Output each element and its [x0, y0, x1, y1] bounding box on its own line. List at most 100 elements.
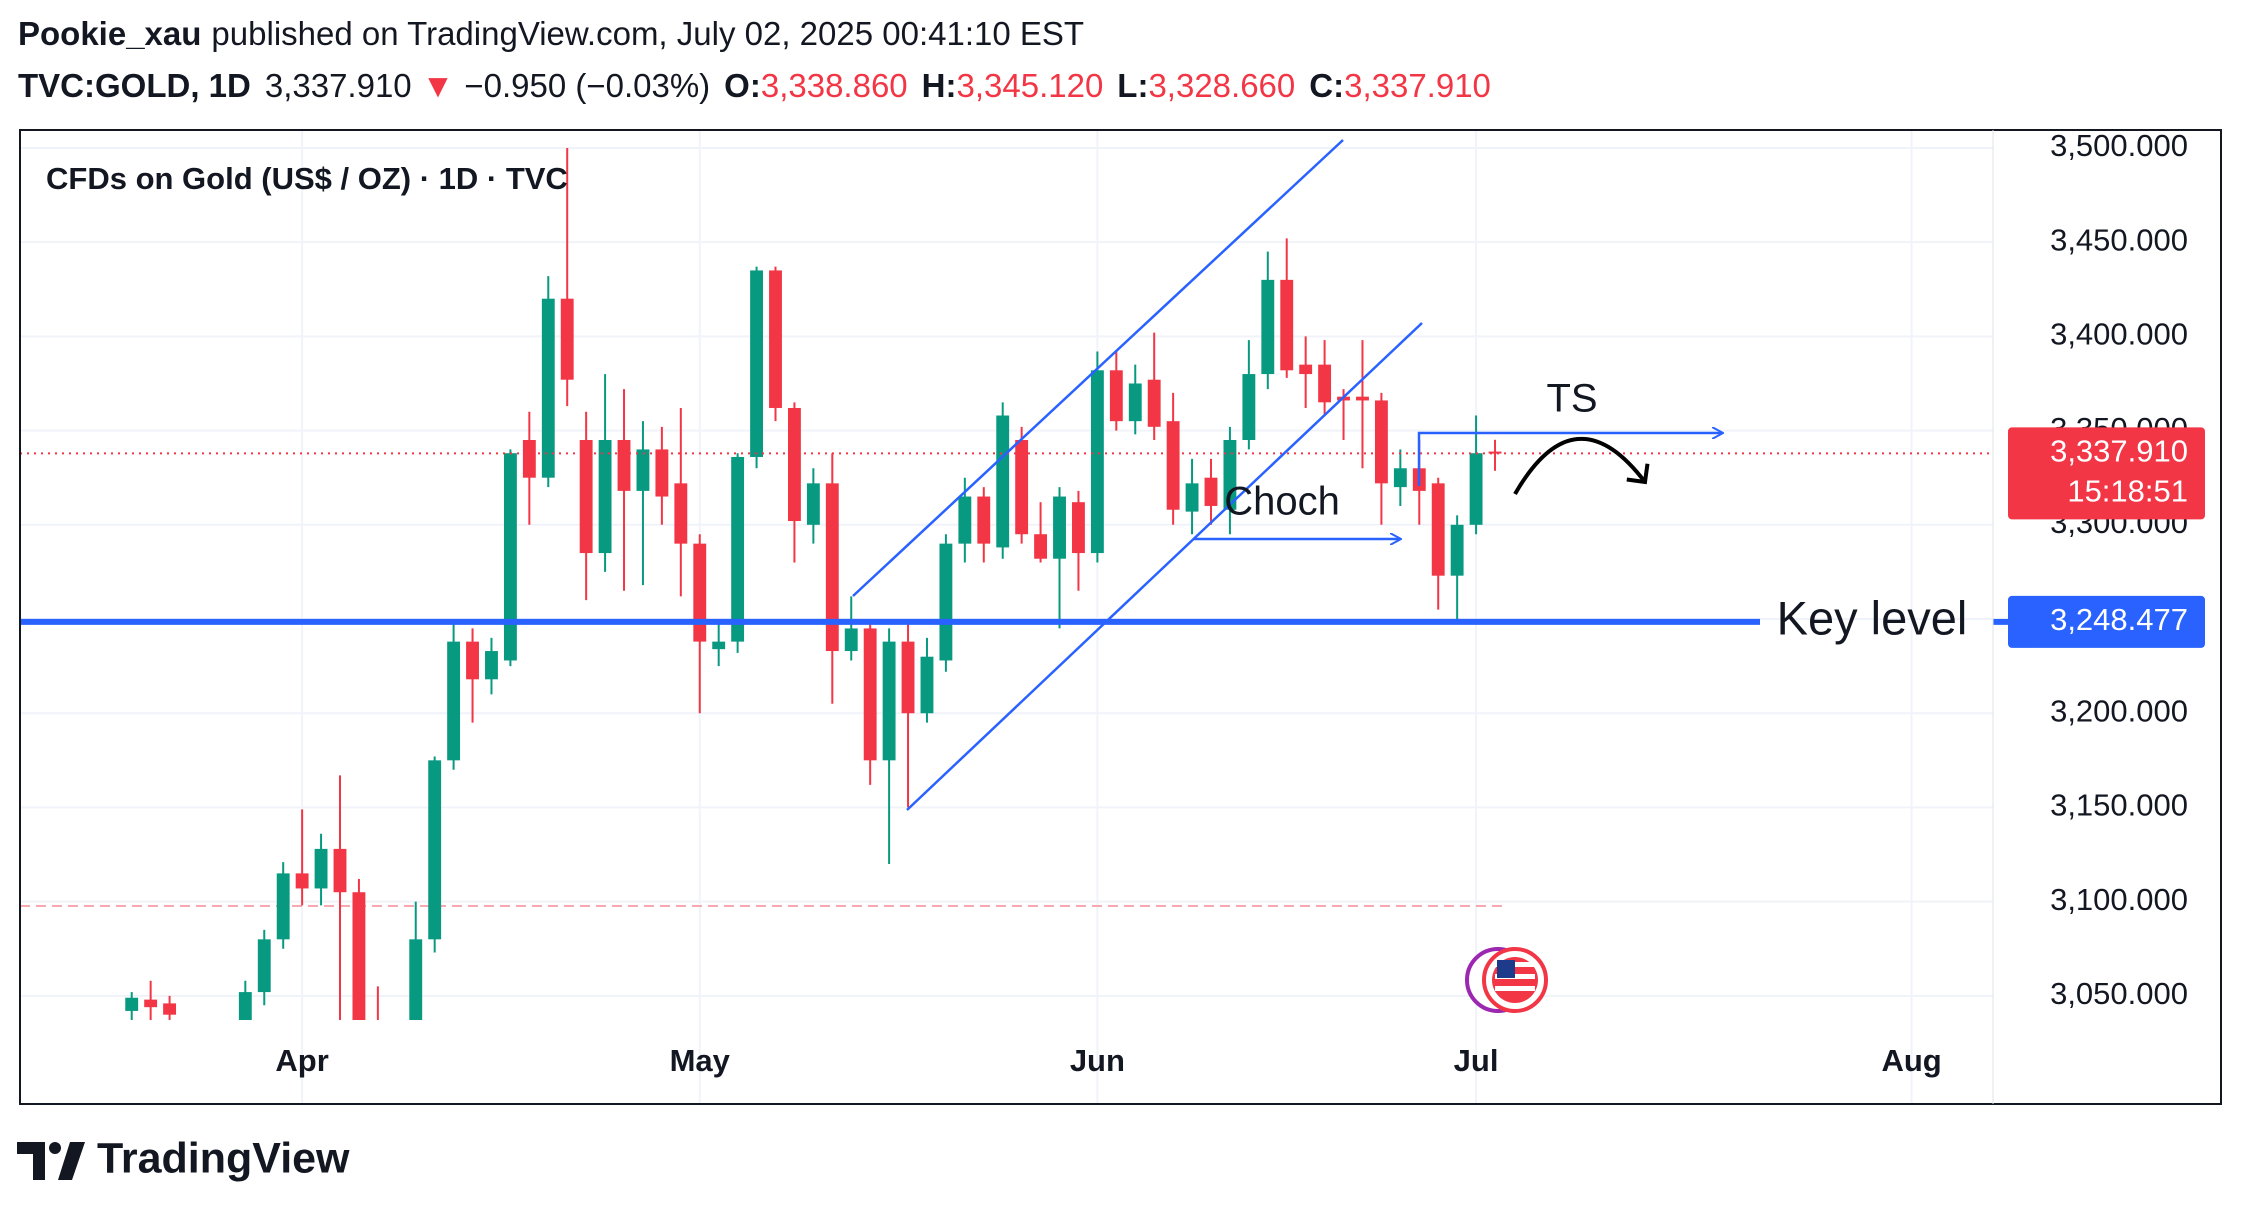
chart-frame — [19, 129, 2222, 1105]
published: published on TradingView.com, July 02, 2… — [211, 15, 1084, 52]
x-tick-label: May — [670, 1043, 731, 1078]
candle-body — [1261, 279, 1275, 375]
ohlc-value: 3,328.660 — [1148, 67, 1295, 104]
candle-body — [693, 543, 707, 642]
key-level-label: 3,248.477 — [2050, 602, 2188, 637]
candle-body — [844, 628, 858, 652]
ohlc-value: 3,338.860 — [761, 67, 908, 104]
footer-brand: TradingView — [97, 1134, 350, 1182]
candle-body — [769, 270, 782, 408]
candle-body — [1166, 421, 1180, 510]
candle-body — [1185, 483, 1199, 512]
candle-body — [1034, 534, 1048, 559]
candle-body — [655, 449, 669, 497]
candle-body — [409, 939, 423, 1020]
event-icon — [1465, 947, 1548, 1013]
choch-label: Choch — [1224, 480, 1340, 524]
ts-arrow — [1417, 433, 1722, 486]
candle-body — [1469, 453, 1483, 525]
candle-body — [920, 656, 934, 714]
candle-body — [958, 496, 972, 544]
ohlc-label: C: — [1309, 67, 1344, 104]
overlay: Key level — [20, 452, 2008, 644]
candle-body — [276, 873, 290, 940]
candle-body — [901, 641, 915, 714]
countdown: 15:18:51 — [2067, 474, 2188, 509]
ohlc-label: H: — [922, 67, 957, 104]
candle-body — [466, 641, 479, 680]
candle-body — [352, 892, 366, 1020]
candle-body — [163, 1003, 177, 1015]
candle-body — [1356, 396, 1369, 401]
candle-body — [996, 415, 1010, 548]
projection-arrow — [1513, 436, 1650, 496]
candle-body — [1280, 279, 1294, 371]
candle-body — [1299, 364, 1313, 375]
candle-body — [560, 298, 574, 380]
ohlc-label: L: — [1117, 67, 1148, 104]
candle-body — [1242, 374, 1256, 441]
candle-body — [238, 992, 252, 1020]
x-tick-label: Jun — [1070, 1043, 1125, 1078]
candle-body — [1488, 451, 1502, 454]
grid — [20, 130, 1993, 1104]
y-tick-label: 3,400.000 — [2050, 317, 2188, 352]
candle-body — [125, 997, 139, 1011]
candle-body — [333, 848, 347, 893]
key-level-text: Key level — [1777, 591, 1968, 644]
chart-title: CFDs on Gold (US$ / OZ) · 1D · TVC — [46, 161, 568, 196]
candle-body — [541, 298, 555, 478]
candle-body — [806, 483, 820, 525]
symbol-line: TVC:GOLD, 1D 3,337.910 ▼ −0.950 (−0.03%) O:3… — [18, 67, 1491, 104]
candle-body — [882, 641, 896, 761]
y-tick-label: 3,200.000 — [2050, 693, 2188, 728]
ohlc-value: 3,337.910 — [1344, 67, 1491, 104]
ohlc-label: O: — [724, 67, 761, 104]
candle-body — [522, 440, 536, 478]
symbol: TVC:GOLD, 1D — [18, 67, 251, 104]
candle-body — [731, 456, 745, 642]
candle-body — [750, 270, 763, 457]
key-level-box — [2008, 595, 2205, 648]
candle-body — [485, 651, 498, 680]
candle-body — [1374, 400, 1388, 484]
candle-body — [1393, 468, 1407, 488]
footer-logo — [17, 1142, 85, 1180]
candle-body — [1053, 496, 1066, 559]
candle-body — [1072, 502, 1085, 554]
last-price: 3,337.910 — [265, 67, 412, 104]
change: −0.950 (−0.03%) — [464, 67, 710, 104]
x-tick-label: Jul — [1454, 1043, 1499, 1078]
candle-body — [1204, 477, 1218, 506]
y-tick-label: 3,450.000 — [2050, 222, 2188, 257]
y-tick-label: 3,150.000 — [2050, 788, 2188, 823]
candle-body — [144, 999, 158, 1008]
candle-body — [636, 449, 650, 491]
channel-line — [906, 322, 1423, 811]
candle-body — [1147, 379, 1161, 427]
candle-body — [447, 641, 461, 761]
y-tick-label: 3,500.000 — [2050, 128, 2188, 163]
change-arrow: ▼ — [422, 67, 455, 104]
candle-body — [598, 440, 612, 554]
candle-body — [1318, 364, 1332, 403]
y-tick-label: 3,050.000 — [2050, 976, 2188, 1011]
x-tick-label: Aug — [1881, 1043, 1941, 1078]
header-line: Pookie_xau published on TradingView.com, … — [18, 15, 1084, 52]
channel-line — [852, 139, 1344, 597]
candle-body — [257, 939, 271, 993]
candle-body — [1109, 370, 1123, 422]
candle-body — [428, 760, 442, 940]
candle-body — [977, 496, 991, 544]
last-price-label: 3,337.910 — [2050, 434, 2188, 469]
candle-body — [712, 641, 726, 650]
candle-body — [314, 848, 328, 889]
candle-body — [1090, 370, 1104, 554]
last-price-box — [2008, 427, 2205, 520]
candle-body — [787, 407, 801, 522]
x-tick-label: Apr — [275, 1043, 328, 1078]
ohlc-value: 3,345.120 — [956, 67, 1103, 104]
candle-body — [1015, 440, 1029, 535]
candle-body — [503, 453, 517, 661]
